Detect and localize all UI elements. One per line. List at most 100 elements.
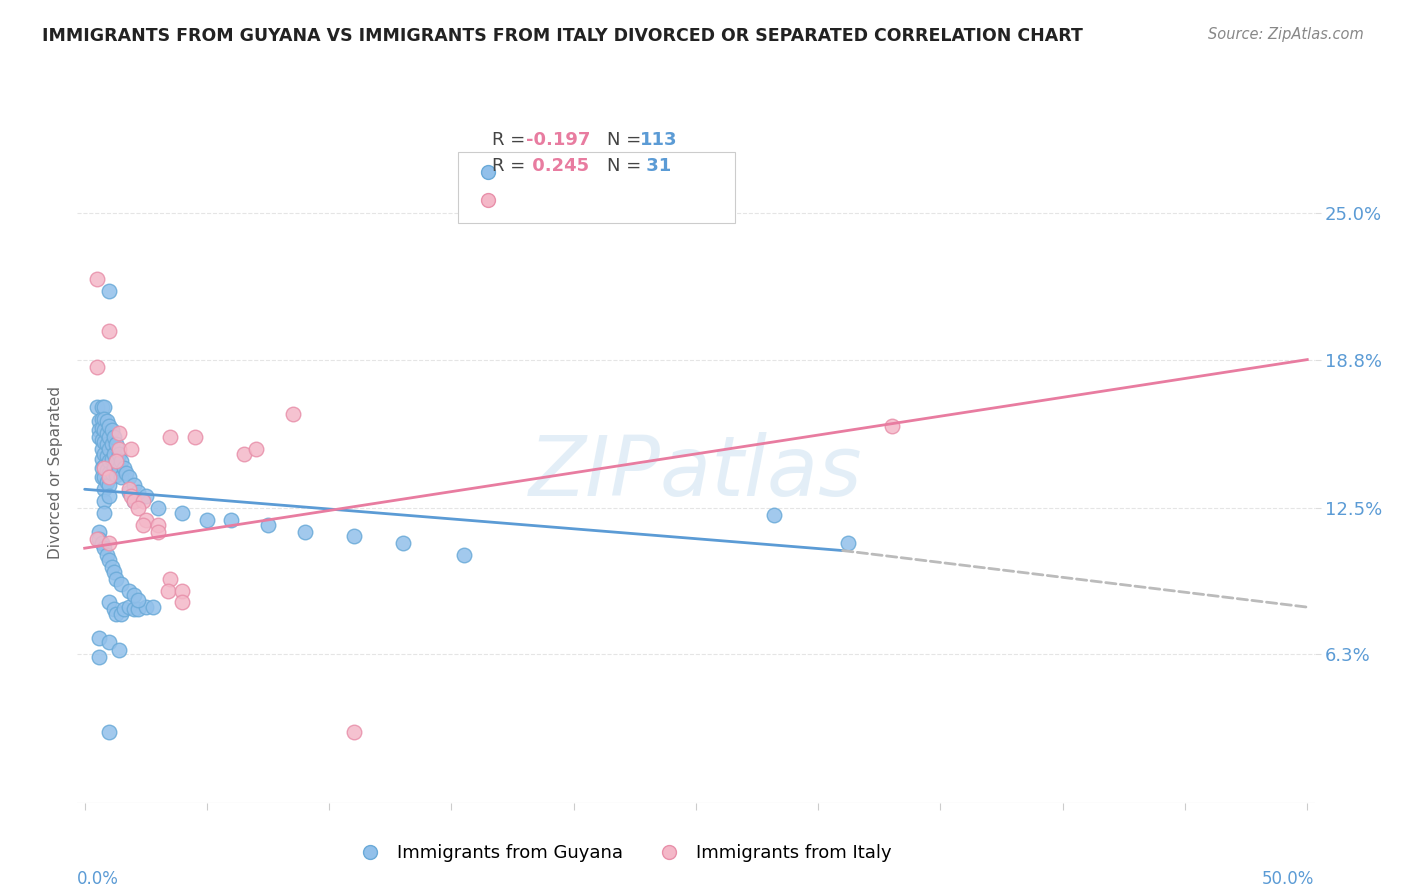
Text: 31: 31 — [640, 157, 671, 175]
Text: R =: R = — [492, 157, 526, 175]
Point — [90, 461, 112, 475]
Point — [294, 524, 316, 539]
Point — [93, 483, 115, 497]
Point — [98, 454, 121, 468]
Point — [135, 513, 157, 527]
Legend: Immigrants from Guyana, Immigrants from Italy: Immigrants from Guyana, Immigrants from … — [344, 838, 898, 870]
Point — [93, 470, 115, 484]
Point — [135, 489, 157, 503]
Point — [122, 494, 145, 508]
Point — [159, 572, 181, 586]
Point — [127, 593, 149, 607]
Point — [98, 442, 121, 457]
Point — [93, 423, 115, 437]
Point — [103, 430, 125, 444]
Text: N =: N = — [607, 157, 641, 175]
Point — [90, 451, 112, 466]
Point — [89, 414, 111, 428]
Point — [127, 484, 149, 499]
Point — [281, 407, 304, 421]
Point — [93, 447, 115, 461]
Point — [120, 489, 142, 503]
Text: R =: R = — [492, 131, 526, 149]
Point — [98, 635, 121, 649]
Point — [146, 524, 169, 539]
Text: 0.0%: 0.0% — [77, 870, 120, 888]
Point — [391, 536, 413, 550]
Point — [118, 484, 141, 499]
Point — [98, 536, 121, 550]
Point — [90, 400, 112, 414]
Point — [98, 553, 121, 567]
Text: 113: 113 — [640, 131, 678, 149]
Point — [98, 418, 121, 433]
Point — [93, 400, 115, 414]
Point — [93, 541, 115, 556]
Text: IMMIGRANTS FROM GUYANA VS IMMIGRANTS FROM ITALY DIVORCED OR SEPARATED CORRELATIO: IMMIGRANTS FROM GUYANA VS IMMIGRANTS FRO… — [42, 27, 1083, 45]
Point — [105, 454, 128, 468]
Point — [100, 560, 122, 574]
Point — [98, 489, 121, 503]
Point — [120, 442, 142, 457]
Point — [100, 437, 122, 451]
Point — [90, 442, 112, 457]
Point — [115, 466, 138, 480]
Point — [93, 411, 115, 425]
Point — [86, 532, 108, 546]
Point — [108, 461, 131, 475]
Point — [98, 725, 121, 739]
Point — [245, 442, 267, 457]
Point — [105, 437, 128, 451]
Point — [110, 470, 132, 484]
Point — [89, 524, 111, 539]
Point — [195, 513, 218, 527]
Point — [156, 583, 179, 598]
Point — [100, 423, 122, 437]
Point — [343, 529, 366, 543]
Point — [172, 595, 194, 609]
Point — [103, 447, 125, 461]
Point — [135, 600, 157, 615]
Point — [122, 588, 145, 602]
Point — [103, 461, 125, 475]
Point — [110, 454, 132, 468]
Point — [89, 423, 111, 437]
Point — [93, 458, 115, 473]
Text: ZIPatlas: ZIPatlas — [529, 433, 863, 513]
Point — [108, 642, 131, 657]
Text: Source: ZipAtlas.com: Source: ZipAtlas.com — [1208, 27, 1364, 42]
Point — [112, 461, 135, 475]
Point — [127, 501, 149, 516]
Point — [132, 517, 155, 532]
Point — [98, 430, 121, 444]
Point — [172, 583, 194, 598]
Point — [98, 477, 121, 491]
Point — [837, 536, 859, 550]
Point — [90, 536, 112, 550]
Text: -0.197: -0.197 — [526, 131, 591, 149]
Point — [98, 324, 121, 338]
Point — [172, 506, 194, 520]
Point — [118, 483, 141, 497]
Point — [142, 600, 165, 615]
Point — [453, 548, 475, 563]
Point — [183, 430, 205, 444]
Point — [146, 517, 169, 532]
Point — [98, 595, 121, 609]
Point — [93, 435, 115, 450]
Point — [93, 494, 115, 508]
Point — [96, 450, 118, 464]
Point — [98, 466, 121, 480]
Text: 50.0%: 50.0% — [1263, 870, 1315, 888]
Point — [86, 272, 108, 286]
Point — [89, 631, 111, 645]
Point — [127, 602, 149, 616]
Point — [98, 285, 121, 299]
Point — [146, 501, 169, 516]
Point — [880, 418, 903, 433]
Point — [96, 463, 118, 477]
Point — [93, 461, 115, 475]
Point — [122, 477, 145, 491]
Point — [108, 425, 131, 440]
Point — [96, 475, 118, 490]
